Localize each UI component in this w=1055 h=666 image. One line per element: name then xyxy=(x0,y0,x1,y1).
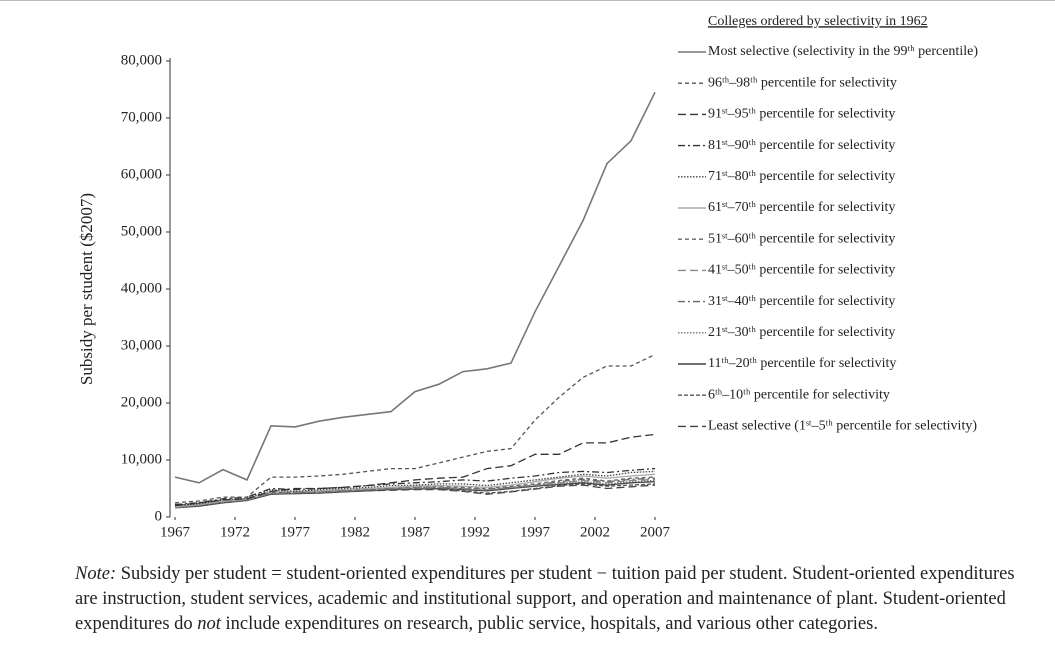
series-line xyxy=(174,476,656,507)
series-line xyxy=(174,473,656,508)
y-tick-label: 0 xyxy=(155,508,163,524)
series-line xyxy=(174,433,656,507)
x-tick-label: 1972 xyxy=(220,524,250,540)
series-line xyxy=(174,467,656,506)
x-tick-label: 1967 xyxy=(160,524,191,540)
chart: Subsidy per student ($2007) Colleges ord… xyxy=(0,0,1055,540)
legend-label: 11ᵗʰ–20ᵗʰ percentile for selectivity xyxy=(708,356,896,371)
series-line xyxy=(174,91,656,484)
x-tick-label: 2002 xyxy=(580,524,610,540)
y-tick-label: 80,000 xyxy=(121,52,162,68)
legend-label: 71ˢᵗ–80ᵗʰ percentile for selectivity xyxy=(708,169,895,184)
x-tick-label: 1987 xyxy=(400,524,431,540)
y-tick-label: 70,000 xyxy=(121,109,162,125)
series-line xyxy=(174,353,656,504)
y-tick-label: 60,000 xyxy=(121,166,162,182)
legend-label: 96ᵗʰ–98ᵗʰ percentile for selectivity xyxy=(708,75,897,90)
x-tick-label: 2007 xyxy=(640,524,671,540)
note-text: include expenditures on research, public… xyxy=(225,614,878,634)
legend-label: 41ˢᵗ–50ᵗʰ percentile for selectivity xyxy=(708,263,895,278)
y-axis-label: Subsidy per student ($2007) xyxy=(77,193,96,385)
legend-label: 21ˢᵗ–30ᵗʰ percentile for selectivity xyxy=(708,325,895,340)
y-tick-label: 10,000 xyxy=(121,451,162,467)
legend-label: 31ˢᵗ–40ᵗʰ percentile for selectivity xyxy=(708,294,895,309)
legend-title: Colleges ordered by selectivity in 1962 xyxy=(708,14,928,29)
x-tick-label: 1992 xyxy=(460,524,490,540)
series-line xyxy=(174,470,656,507)
x-tick-label: 1977 xyxy=(280,524,311,540)
legend-label: 61ˢᵗ–70ᵗʰ percentile for selectivity xyxy=(708,200,895,215)
legend-label: Least selective (1ˢᵗ–5ᵗʰ percentile for … xyxy=(708,419,977,434)
y-tick-label: 30,000 xyxy=(121,337,162,353)
legend-label: 6ᵗʰ–10ᵗʰ percentile for selectivity xyxy=(708,387,890,402)
note: Note: Subsidy per student = student-orie… xyxy=(75,562,1035,637)
note-emphasis: not xyxy=(197,614,221,634)
series-line xyxy=(174,478,656,508)
legend-label: 81ˢᵗ–90ᵗʰ percentile for selectivity xyxy=(708,138,895,153)
note-text: Subsidy per student = student-oriented e… xyxy=(75,564,1015,634)
legend-label: 51ˢᵗ–60ᵗʰ percentile for selectivity xyxy=(708,231,895,246)
y-tick-label: 40,000 xyxy=(121,280,162,296)
legend-label: 91ˢᵗ–95ᵗʰ percentile for selectivity xyxy=(708,107,895,122)
y-tick-label: 50,000 xyxy=(121,223,162,239)
x-tick-label: 1982 xyxy=(340,524,370,540)
legend-label: Most selective (selectivity in the 99ᵗʰ … xyxy=(708,44,978,59)
x-tick-label: 1997 xyxy=(520,524,551,540)
y-tick-label: 20,000 xyxy=(121,394,162,410)
note-label: Note: xyxy=(75,564,117,584)
